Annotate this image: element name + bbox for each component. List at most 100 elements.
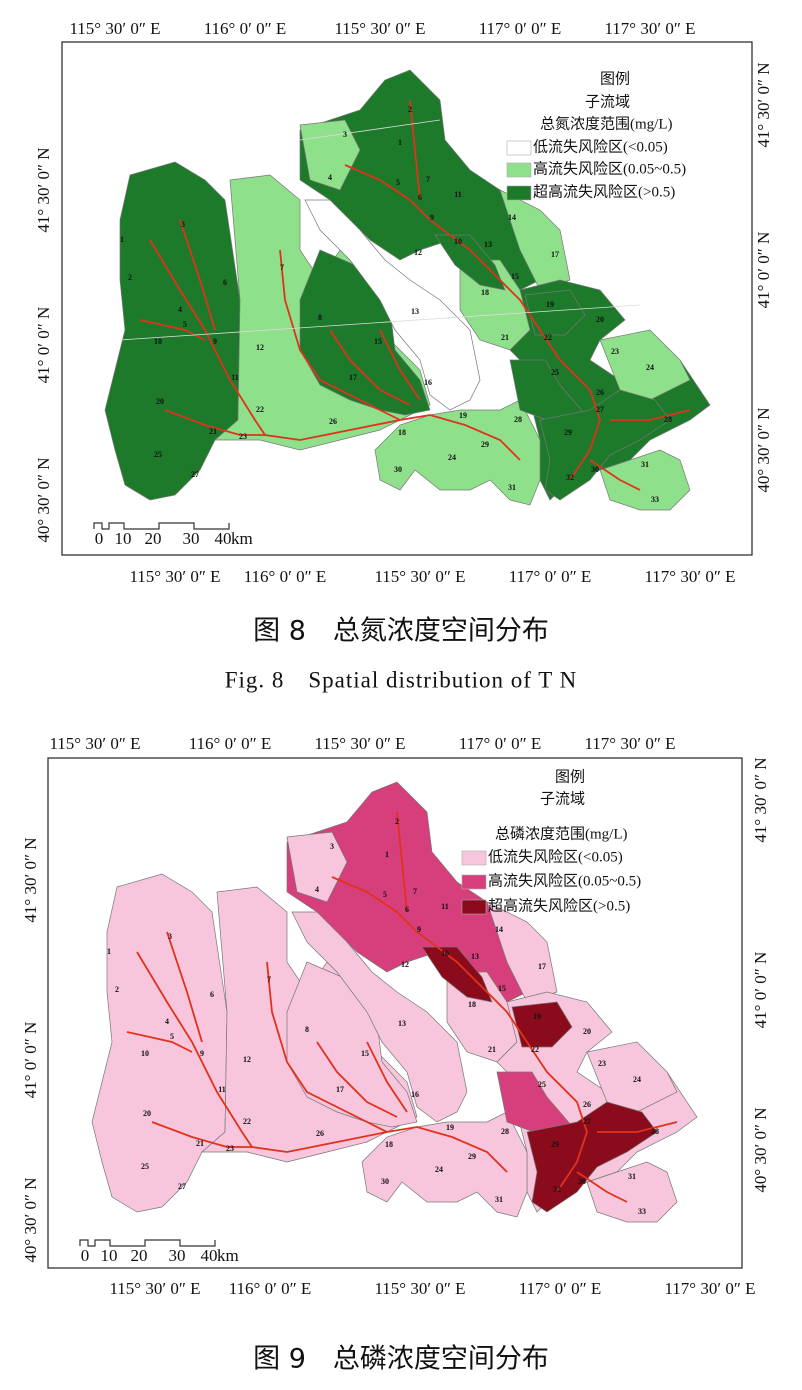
- subbasin-label: 17: [349, 373, 357, 382]
- graticule: [119, 304, 641, 341]
- caption-en: Fig. 8 Spatial distribution of T N: [225, 667, 578, 692]
- subbasin-label: 5: [170, 1032, 174, 1041]
- subbasin-region: [586, 1161, 678, 1223]
- subbasin-label: 27: [596, 405, 604, 414]
- river: [409, 99, 421, 201]
- subbasin-label: 12: [256, 343, 264, 352]
- subbasin-label: 4: [165, 1017, 169, 1026]
- subbasin-label: 21: [196, 1139, 204, 1148]
- map-frame: [61, 41, 753, 556]
- subbasin-region: [434, 234, 506, 291]
- subbasin-label: 31: [641, 460, 649, 469]
- subbasin-label: 10: [441, 949, 449, 958]
- subbasin-label: 7: [413, 887, 417, 896]
- subbasin-region: [91, 873, 228, 1213]
- subbasin-label: 12: [414, 248, 422, 257]
- legend-swatch: [461, 850, 487, 866]
- subbasin-label: 6: [405, 905, 409, 914]
- subbasin-label: 18: [398, 428, 406, 437]
- subbasin-label: 1: [398, 138, 402, 147]
- legend-swatch: [461, 899, 487, 915]
- top-coordinate-label: 115° 30′ 0″ E: [334, 19, 425, 38]
- river: [366, 1041, 408, 1113]
- right-coordinate-label: 40° 30′ 0″ N: [754, 407, 773, 492]
- subbasin-label: 13: [411, 307, 419, 316]
- river: [279, 249, 401, 421]
- left-coordinate-label: 41° 0′ 0″ N: [34, 307, 53, 384]
- subbasin-label: 11: [441, 902, 449, 911]
- subbasin-label: 4: [315, 885, 319, 894]
- subbasin-region: [304, 199, 481, 411]
- top-coordinate-label: 117° 0′ 0″ E: [479, 19, 562, 38]
- subbasin-label: 29: [468, 1152, 476, 1161]
- scale-label: 20: [131, 1246, 148, 1265]
- subbasin-label: 22: [243, 1117, 251, 1126]
- subbasin-label: 9: [417, 925, 421, 934]
- subbasin-label: 3: [330, 842, 334, 851]
- scale-unit: km: [231, 529, 253, 548]
- subbasin-label: 11: [231, 373, 239, 382]
- subbasin-label: 6: [223, 278, 227, 287]
- subbasin-label: 25: [538, 1080, 546, 1089]
- left-coordinate-label: 41° 30′ 0″ N: [21, 837, 40, 922]
- subbasin-label: 23: [226, 1144, 234, 1153]
- bottom-coordinate-label: 116° 0′ 0″ E: [229, 1279, 312, 1298]
- river: [266, 961, 388, 1133]
- subbasin-label: 20: [156, 397, 164, 406]
- subbasin-region: [499, 189, 571, 291]
- scale-label: 40: [201, 1246, 218, 1265]
- legend-label: 高流失风险区(0.05~0.5): [533, 160, 686, 177]
- subbasin-region: [104, 161, 241, 501]
- subbasin-label: 26: [316, 1129, 324, 1138]
- subbasin-label: 28: [514, 415, 522, 424]
- river: [179, 219, 216, 331]
- figure: 1234567891011121315161718192021222324252…: [34, 19, 773, 692]
- subbasin-label: 10: [154, 337, 162, 346]
- subbasin-label: 3: [343, 130, 347, 139]
- subbasin-label: 29: [564, 428, 572, 437]
- subbasin-label: 24: [633, 1075, 641, 1084]
- subbasin-label: 5: [183, 320, 187, 329]
- scale-label: 30: [183, 529, 200, 548]
- subbasin-label: 11: [218, 1085, 226, 1094]
- left-coordinate-label: 41° 30′ 0″ N: [34, 147, 53, 232]
- right-coordinate-label: 41° 0′ 0″ N: [751, 952, 770, 1029]
- legend-swatch: [506, 162, 532, 178]
- subbasin-label: 9: [200, 1049, 204, 1058]
- subbasin-label: 1: [120, 235, 124, 244]
- legend-label: 低流失风险区(<0.05): [488, 848, 623, 865]
- top-coordinate-label: 117° 0′ 0″ E: [459, 734, 542, 753]
- subbasin-label: 9: [213, 337, 217, 346]
- subbasin-label: 18: [481, 288, 489, 297]
- subbasin-label: 25: [141, 1162, 149, 1171]
- bottom-coordinate-label: 115° 30′ 0″ E: [374, 1279, 465, 1298]
- subbasin-label: 24: [448, 453, 456, 462]
- scale-bar: [93, 522, 230, 530]
- bottom-coordinate-label: 117° 30′ 0″ E: [644, 567, 735, 586]
- subbasin-label: 2: [128, 273, 132, 282]
- subbasin-label: 6: [418, 193, 422, 202]
- subbasin-label: 18: [468, 1000, 476, 1009]
- subbasin-label: 29: [481, 440, 489, 449]
- subbasin-region: [361, 1111, 528, 1218]
- subbasin-label: 26: [329, 417, 337, 426]
- subbasin-label: 30: [578, 1177, 586, 1186]
- bottom-coordinate-label: 115° 30′ 0″ E: [129, 567, 220, 586]
- legend-swatch: [461, 874, 487, 890]
- subbasin-label: 27: [178, 1182, 186, 1191]
- subbasin-label: 3: [181, 220, 185, 229]
- subbasin-label: 15: [361, 1049, 369, 1058]
- legend-heading: 总磷浓度范围(mg/L): [495, 825, 628, 842]
- river: [136, 951, 508, 1173]
- scale-label: 40: [215, 529, 232, 548]
- legend-label: 超高流失风险区(>0.5): [533, 183, 675, 200]
- bottom-coordinate-label: 117° 0′ 0″ E: [509, 567, 592, 586]
- river: [331, 876, 588, 1193]
- subbasin-label: 16: [424, 378, 432, 387]
- right-coordinate-label: 41° 30′ 0″ N: [754, 62, 773, 147]
- subbasin-label: 20: [596, 315, 604, 324]
- scale-label: 0: [95, 529, 104, 548]
- top-coordinate-label: 115° 30′ 0″ E: [314, 734, 405, 753]
- bottom-coordinate-label: 117° 30′ 0″ E: [664, 1279, 755, 1298]
- subbasin-label: 6: [210, 990, 214, 999]
